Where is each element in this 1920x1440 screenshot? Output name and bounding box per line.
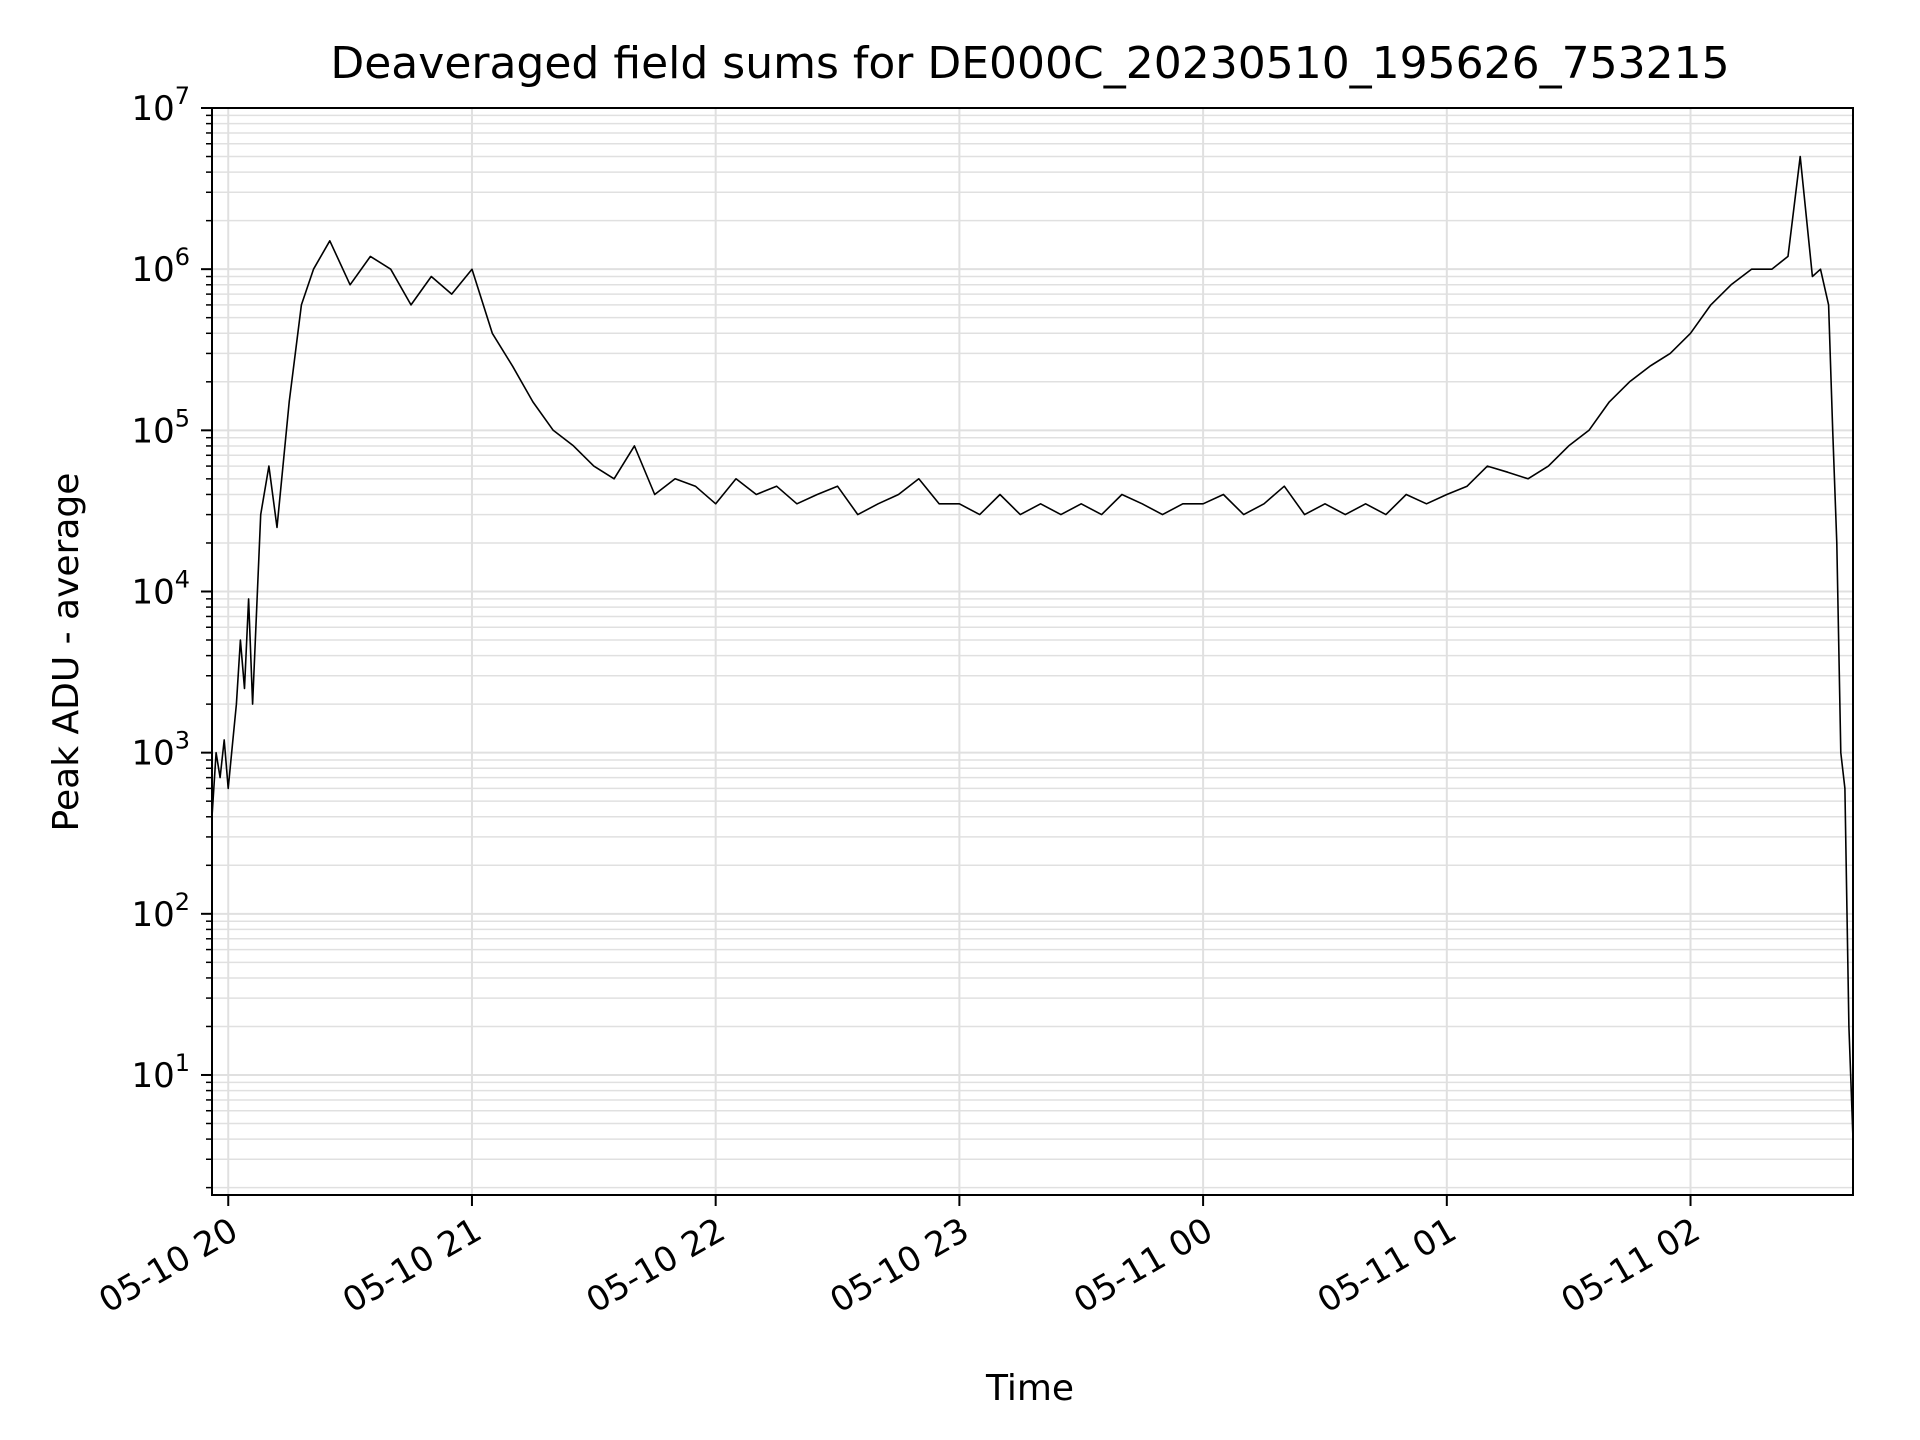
plot-frame [211, 107, 1854, 1196]
x-axis-label: Time [985, 1368, 1074, 1409]
y-tick-label: 104 [131, 565, 190, 612]
y-axis-label: Peak ADU - average [46, 473, 87, 832]
y-tick-label: 103 [131, 727, 190, 774]
y-tick-label: 101 [131, 1049, 190, 1096]
y-tick-label: 105 [131, 404, 190, 451]
y-tick-label: 102 [131, 888, 190, 935]
series-line [211, 155, 1854, 1140]
y-tick-label: 106 [131, 243, 190, 290]
y-tick-label: 107 [131, 82, 190, 129]
data-series [211, 155, 1854, 1140]
grid [212, 107, 1853, 1195]
chart-title: Deaveraged field sums for DE000C_2023051… [330, 38, 1729, 89]
